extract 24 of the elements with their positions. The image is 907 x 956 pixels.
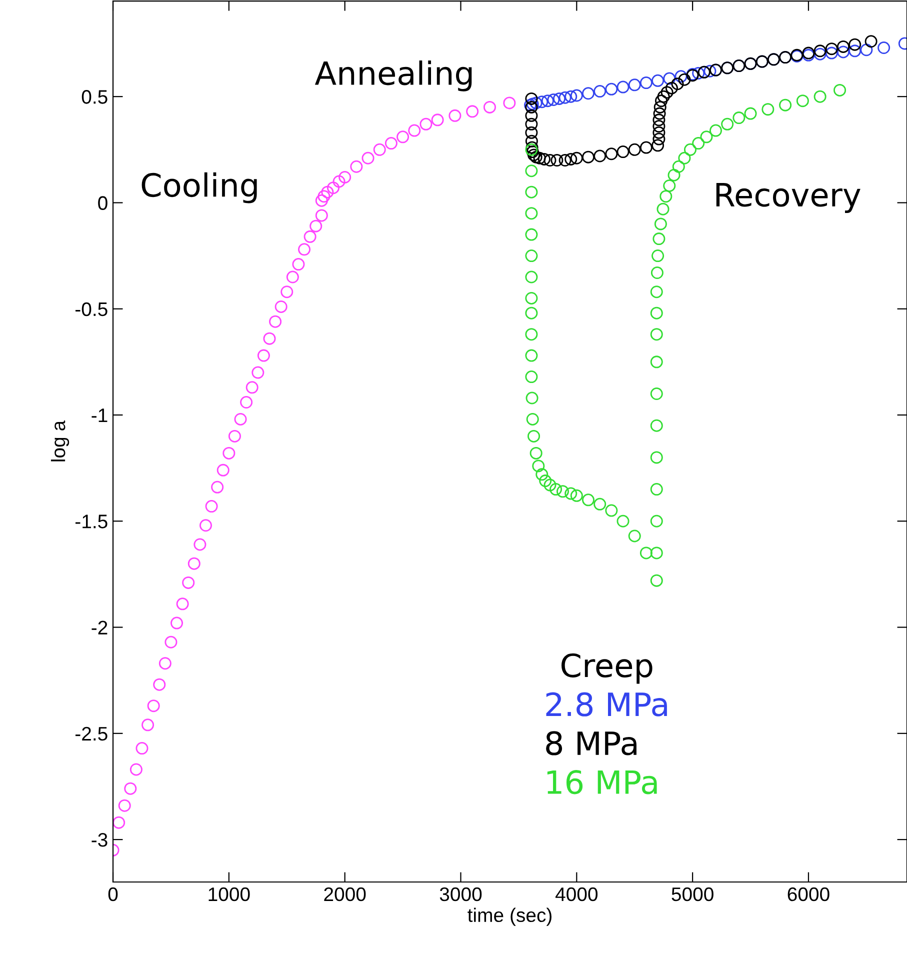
y-tick-label: -2 <box>92 620 108 634</box>
x-tick-label: 0 <box>108 887 118 902</box>
y-axis-title: log a <box>50 420 70 462</box>
text: 16 MPa <box>547 770 657 794</box>
annotation: Annealing <box>314 60 472 92</box>
y-tick-label: 0.5 <box>82 90 108 104</box>
legend-title: Creep <box>562 653 652 684</box>
x-tick-label: 3000 <box>440 887 482 902</box>
x-tick-label: 5000 <box>672 887 714 902</box>
x-tick-label: 1000 <box>208 887 250 902</box>
y-tick-label: 0 <box>98 196 108 210</box>
y-tick-label: -0.5 <box>76 302 108 316</box>
y-tick-label: -3 <box>92 833 108 847</box>
text: 2.8 MPa <box>546 692 667 716</box>
x-tick-label: 2000 <box>324 887 366 902</box>
y-tick-label: -2.5 <box>76 726 108 741</box>
y-tick-label: -1 <box>92 408 108 422</box>
x-tick-label: 4000 <box>555 887 598 902</box>
x-axis-title: time (sec) <box>468 908 552 926</box>
text: 8 MPa <box>546 731 636 756</box>
y-tick-label: -1.5 <box>76 514 108 528</box>
x-tick-label: 6000 <box>788 887 830 902</box>
annotation: Recovery <box>716 183 860 213</box>
annotation: Cooling <box>142 172 257 204</box>
